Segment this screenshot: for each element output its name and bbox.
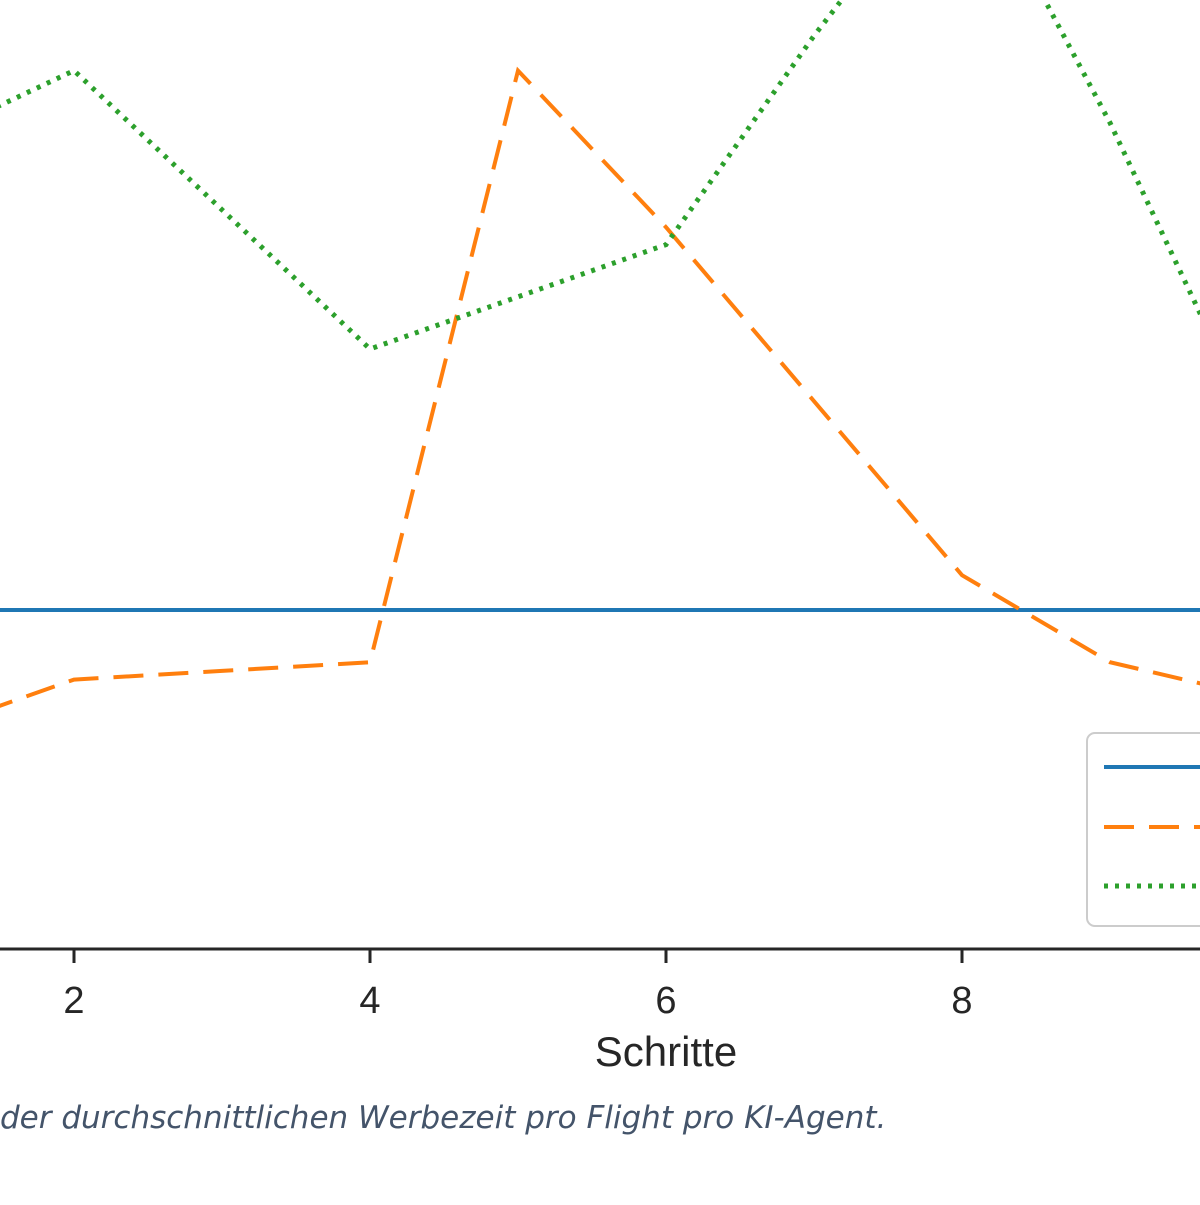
x-tick-label: 8 (951, 980, 972, 1022)
x-tick-label: 4 (359, 980, 380, 1022)
x-axis-label: Schritte (595, 1028, 737, 1075)
legend-box (1086, 732, 1200, 927)
series-line-2 (0, 66, 1200, 708)
x-ticks: 2 4 6 8 (63, 949, 973, 1022)
series-line-3 (0, 0, 1200, 352)
series-layer (0, 0, 1200, 708)
x-tick-label: 2 (63, 980, 84, 1022)
legend (1086, 732, 1200, 927)
figure-caption: der durchschnittlichen Werbezeit pro Fli… (0, 1100, 886, 1136)
x-tick-label: 6 (655, 980, 676, 1022)
